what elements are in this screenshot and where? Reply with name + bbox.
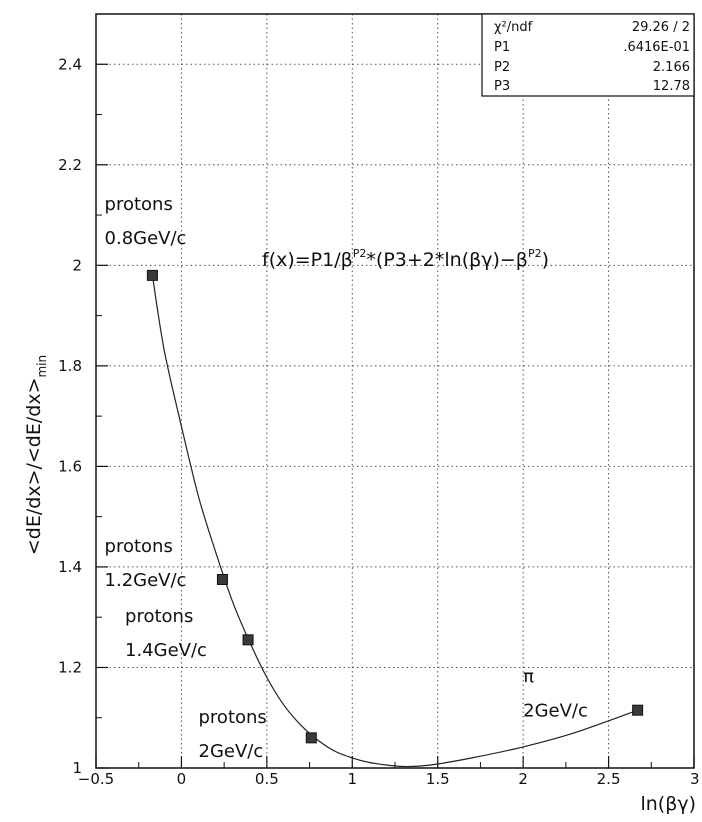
data-point: [632, 704, 644, 716]
data-point: [216, 574, 228, 585]
y-tick-label: 1: [72, 759, 82, 777]
x-tick-label: 0.5: [255, 770, 279, 788]
x-tick-label: 2.5: [597, 770, 621, 788]
y-tick-label: 1.8: [58, 357, 82, 375]
x-tick-label: 3: [690, 770, 700, 788]
fit-formula: f(x)=P1/βP2*(P3+2*ln(βγ)−βP2): [262, 247, 549, 271]
fit-curve: [151, 275, 638, 768]
annotation-p12: protons 1.2GeV/c: [105, 536, 187, 591]
svg-text:<dE/dx>/<dE/dx>min: <dE/dx>/<dE/dx>min: [23, 355, 49, 555]
data-point: [146, 269, 158, 281]
y-tick-label: 1.6: [58, 457, 82, 475]
data-point: [305, 732, 317, 744]
y-tick-label: 1.4: [58, 558, 82, 576]
annotation-p08: protons 0.8GeV/c: [105, 194, 187, 249]
annotation-p14: protons 1.4GeV/c: [125, 606, 207, 661]
axis-ticks: −0.5 0 0.5 1 1.5 2 2.5 3 1 1.2 1.4 1.6 1.8 2 2.2 2.4: [58, 13, 700, 788]
x-tick-label: 0: [177, 770, 187, 788]
stats-value-chi2: 29.26 / 2: [632, 20, 690, 35]
grid: [96, 14, 694, 768]
data-points: [146, 269, 644, 744]
stats-value-p1: .6416E-01: [623, 40, 690, 55]
annotations: protons 0.8GeV/c protons 1.2GeV/c protons 1.4…: [105, 194, 588, 762]
x-tick-label: −0.5: [78, 770, 114, 788]
y-tick-label: 2: [72, 256, 82, 274]
stats-label-p3: P3: [494, 79, 510, 94]
y-tick-label: 2.2: [58, 156, 82, 174]
stats-label-p2: P2: [494, 60, 510, 75]
y-axis-title: <dE/dx>/<dE/dx>min: [23, 355, 49, 555]
fit-stats-box: χ²/ndf 29.26 / 2 P1 .6416E-01 P2 2.166 P…: [481, 13, 695, 97]
data-point: [242, 634, 254, 646]
stats-label-chi2: χ²/ndf: [494, 20, 533, 35]
x-axis-title: ln(βγ): [640, 793, 696, 815]
y-tick-label: 1.2: [58, 658, 82, 676]
y-tick-label: 2.4: [58, 55, 82, 73]
x-tick-label: 2: [518, 770, 528, 788]
annotation-p2: protons 2GeV/c: [199, 707, 267, 762]
annotation-pi: π 2GeV/c: [523, 667, 588, 722]
x-tick-label: 1.5: [426, 770, 450, 788]
stats-label-p1: P1: [494, 40, 510, 55]
x-tick-label: 1: [348, 770, 358, 788]
stats-value-p2: 2.166: [653, 60, 690, 75]
stats-value-p3: 12.78: [653, 79, 690, 94]
